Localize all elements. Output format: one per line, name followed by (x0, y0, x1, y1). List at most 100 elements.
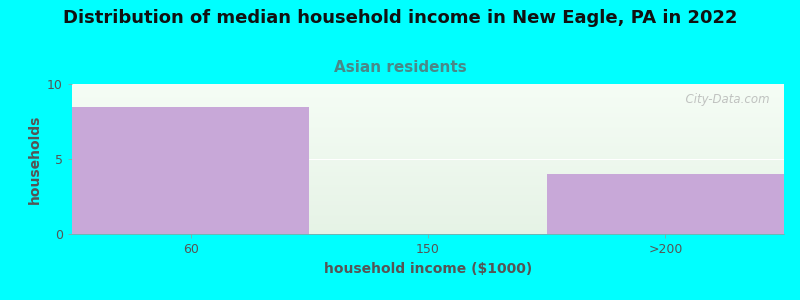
Bar (72, 182, 784, 183)
Bar (72, 174, 784, 175)
Bar (72, 115, 784, 116)
Bar (72, 122, 784, 123)
Bar (72, 86, 784, 87)
Bar (72, 111, 784, 112)
Bar (72, 198, 784, 199)
Bar (72, 129, 784, 130)
Bar (72, 151, 784, 152)
Bar (72, 147, 784, 148)
Bar (72, 175, 784, 176)
Bar (72, 84, 784, 85)
Bar (546, 174, 784, 234)
Bar (72, 176, 784, 177)
Text: City-Data.com: City-Data.com (678, 93, 770, 106)
Bar (72, 214, 784, 215)
Bar (72, 202, 784, 203)
Bar (72, 154, 784, 155)
Bar (72, 158, 784, 159)
Bar (72, 130, 784, 131)
Bar (72, 205, 784, 206)
Bar (72, 118, 784, 119)
Bar (72, 150, 784, 151)
Bar (72, 136, 784, 137)
Bar (72, 209, 784, 210)
Bar (72, 127, 784, 128)
Bar (72, 185, 784, 186)
Bar (72, 197, 784, 198)
Bar (72, 230, 784, 231)
Bar (72, 146, 784, 147)
Bar (72, 168, 784, 169)
Bar (72, 191, 784, 192)
Bar (72, 212, 784, 213)
Bar (72, 226, 784, 227)
Bar (72, 181, 784, 182)
Bar (72, 160, 784, 161)
Bar (72, 98, 784, 99)
Bar (72, 149, 784, 150)
Bar (72, 106, 310, 234)
Bar (72, 229, 784, 230)
Bar (72, 199, 784, 200)
Bar (72, 184, 784, 185)
Bar (72, 203, 784, 204)
Bar (72, 133, 784, 134)
Bar (72, 142, 784, 143)
Bar (72, 177, 784, 178)
Bar (72, 118, 784, 119)
Bar (72, 94, 784, 95)
Bar (72, 104, 784, 105)
Bar (72, 153, 784, 154)
Bar (72, 100, 784, 101)
Bar (72, 204, 784, 205)
Bar (72, 170, 784, 171)
Bar (72, 152, 784, 153)
Bar (72, 145, 784, 146)
Bar (72, 87, 784, 88)
Bar (72, 188, 784, 189)
Bar (72, 143, 784, 144)
Bar (72, 224, 784, 225)
Bar (72, 207, 784, 208)
Bar (72, 195, 784, 196)
Bar (72, 99, 784, 100)
Bar (72, 132, 784, 133)
Bar (72, 157, 784, 158)
Bar (72, 100, 784, 101)
Bar (72, 107, 784, 108)
Bar (72, 211, 784, 212)
Bar (72, 223, 784, 224)
Bar (72, 165, 784, 166)
Bar (72, 210, 784, 211)
Bar (72, 160, 784, 161)
Bar (72, 161, 784, 162)
Bar (72, 140, 784, 141)
Bar (72, 169, 784, 170)
Bar (72, 128, 784, 129)
Bar (72, 148, 784, 149)
Bar (72, 155, 784, 156)
Bar (72, 105, 784, 106)
Bar (72, 193, 784, 194)
Bar (72, 114, 784, 115)
Bar (72, 135, 784, 136)
Bar (72, 173, 784, 174)
Bar (72, 126, 784, 127)
Bar (72, 219, 784, 220)
Bar (72, 172, 784, 173)
Bar (72, 227, 784, 228)
Bar (72, 190, 784, 191)
Bar (72, 162, 784, 163)
Bar (72, 232, 784, 233)
Bar (72, 167, 784, 168)
Bar (72, 217, 784, 218)
Bar (72, 96, 784, 97)
Bar (72, 179, 784, 180)
Bar (72, 201, 784, 202)
Bar (72, 231, 784, 232)
Bar (72, 187, 784, 188)
Bar (72, 215, 784, 216)
Bar (72, 110, 784, 111)
X-axis label: household income ($1000): household income ($1000) (324, 262, 532, 276)
Bar (72, 134, 784, 135)
